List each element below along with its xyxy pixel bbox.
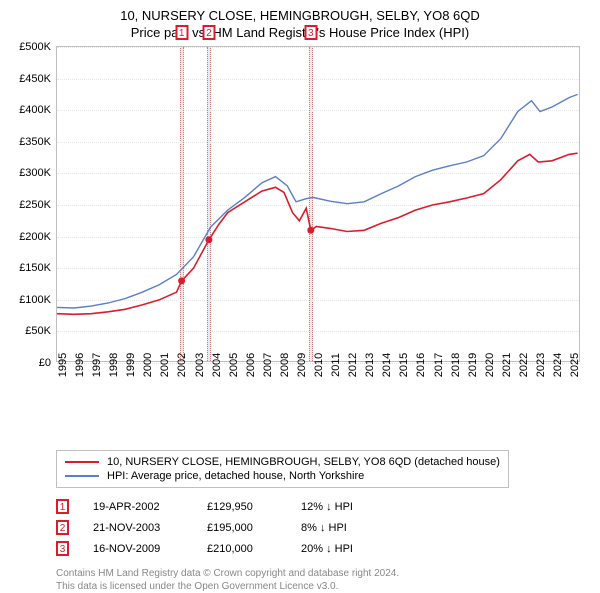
- ytick-label: £500K: [19, 41, 51, 53]
- sale-marker: 1: [175, 25, 188, 40]
- legend-swatch: [65, 475, 99, 477]
- sales-row: 2 21-NOV-2003 £195,000 8% ↓ HPI: [56, 517, 588, 538]
- series-svg: [57, 47, 581, 363]
- chart-title: 10, NURSERY CLOSE, HEMINGBROUGH, SELBY, …: [12, 8, 588, 23]
- chart-container: 10, NURSERY CLOSE, HEMINGBROUGH, SELBY, …: [0, 0, 600, 590]
- sales-table: 1 19-APR-2002 £129,950 12% ↓ HPI 2 21-NOV-200…: [56, 496, 588, 559]
- sales-marker: 3: [56, 541, 69, 556]
- titles: 10, NURSERY CLOSE, HEMINGBROUGH, SELBY, …: [12, 8, 588, 40]
- series-hpi: [57, 94, 578, 308]
- sales-row: 1 19-APR-2002 £129,950 12% ↓ HPI: [56, 496, 588, 517]
- sales-date: 19-APR-2002: [93, 501, 183, 513]
- ytick-label: £400K: [19, 104, 51, 116]
- ytick-label: £150K: [19, 262, 51, 274]
- sales-price: £129,950: [207, 501, 277, 513]
- sale-dot: [307, 227, 314, 234]
- plot-box: £0£50K£100K£150K£200K£250K£300K£350K£400…: [56, 46, 580, 362]
- sales-price: £195,000: [207, 522, 277, 534]
- sales-pct: 12% ↓ HPI: [301, 501, 391, 513]
- ytick-label: £0: [39, 357, 51, 369]
- attribution-line: Contains HM Land Registry data © Crown c…: [56, 567, 588, 580]
- sales-marker: 2: [56, 520, 69, 535]
- legend-row: 10, NURSERY CLOSE, HEMINGBROUGH, SELBY, …: [65, 455, 500, 469]
- sales-date: 21-NOV-2003: [93, 522, 183, 534]
- ytick-label: £50K: [25, 325, 51, 337]
- legend-swatch: [65, 461, 99, 463]
- sale-dot: [205, 236, 212, 243]
- legend-row: HPI: Average price, detached house, Nort…: [65, 469, 500, 483]
- attribution: Contains HM Land Registry data © Crown c…: [56, 567, 588, 593]
- sales-row: 3 16-NOV-2009 £210,000 20% ↓ HPI: [56, 538, 588, 559]
- ytick-label: £350K: [19, 136, 51, 148]
- sale-marker: 2: [202, 25, 215, 40]
- sales-marker: 1: [56, 499, 69, 514]
- legend-label: HPI: Average price, detached house, Nort…: [107, 470, 364, 482]
- ytick-label: £250K: [19, 199, 51, 211]
- ytick-label: £300K: [19, 167, 51, 179]
- sale-dot: [178, 277, 185, 284]
- legend: 10, NURSERY CLOSE, HEMINGBROUGH, SELBY, …: [56, 450, 509, 488]
- sales-price: £210,000: [207, 543, 277, 555]
- sales-pct: 8% ↓ HPI: [301, 522, 391, 534]
- series-property: [57, 153, 578, 314]
- ytick-label: £450K: [19, 73, 51, 85]
- ytick-label: £200K: [19, 231, 51, 243]
- ytick-label: £100K: [19, 294, 51, 306]
- sales-date: 16-NOV-2009: [93, 543, 183, 555]
- legend-label: 10, NURSERY CLOSE, HEMINGBROUGH, SELBY, …: [107, 456, 500, 468]
- chart-subtitle: Price paid vs. HM Land Registry's House …: [12, 25, 588, 40]
- sale-marker: 3: [304, 25, 317, 40]
- attribution-line: This data is licensed under the Open Gov…: [56, 580, 588, 593]
- sales-pct: 20% ↓ HPI: [301, 543, 391, 555]
- chart-area: £0 £50K £100K £150K £200K £250K £300K £350K £400…: [12, 46, 588, 406]
